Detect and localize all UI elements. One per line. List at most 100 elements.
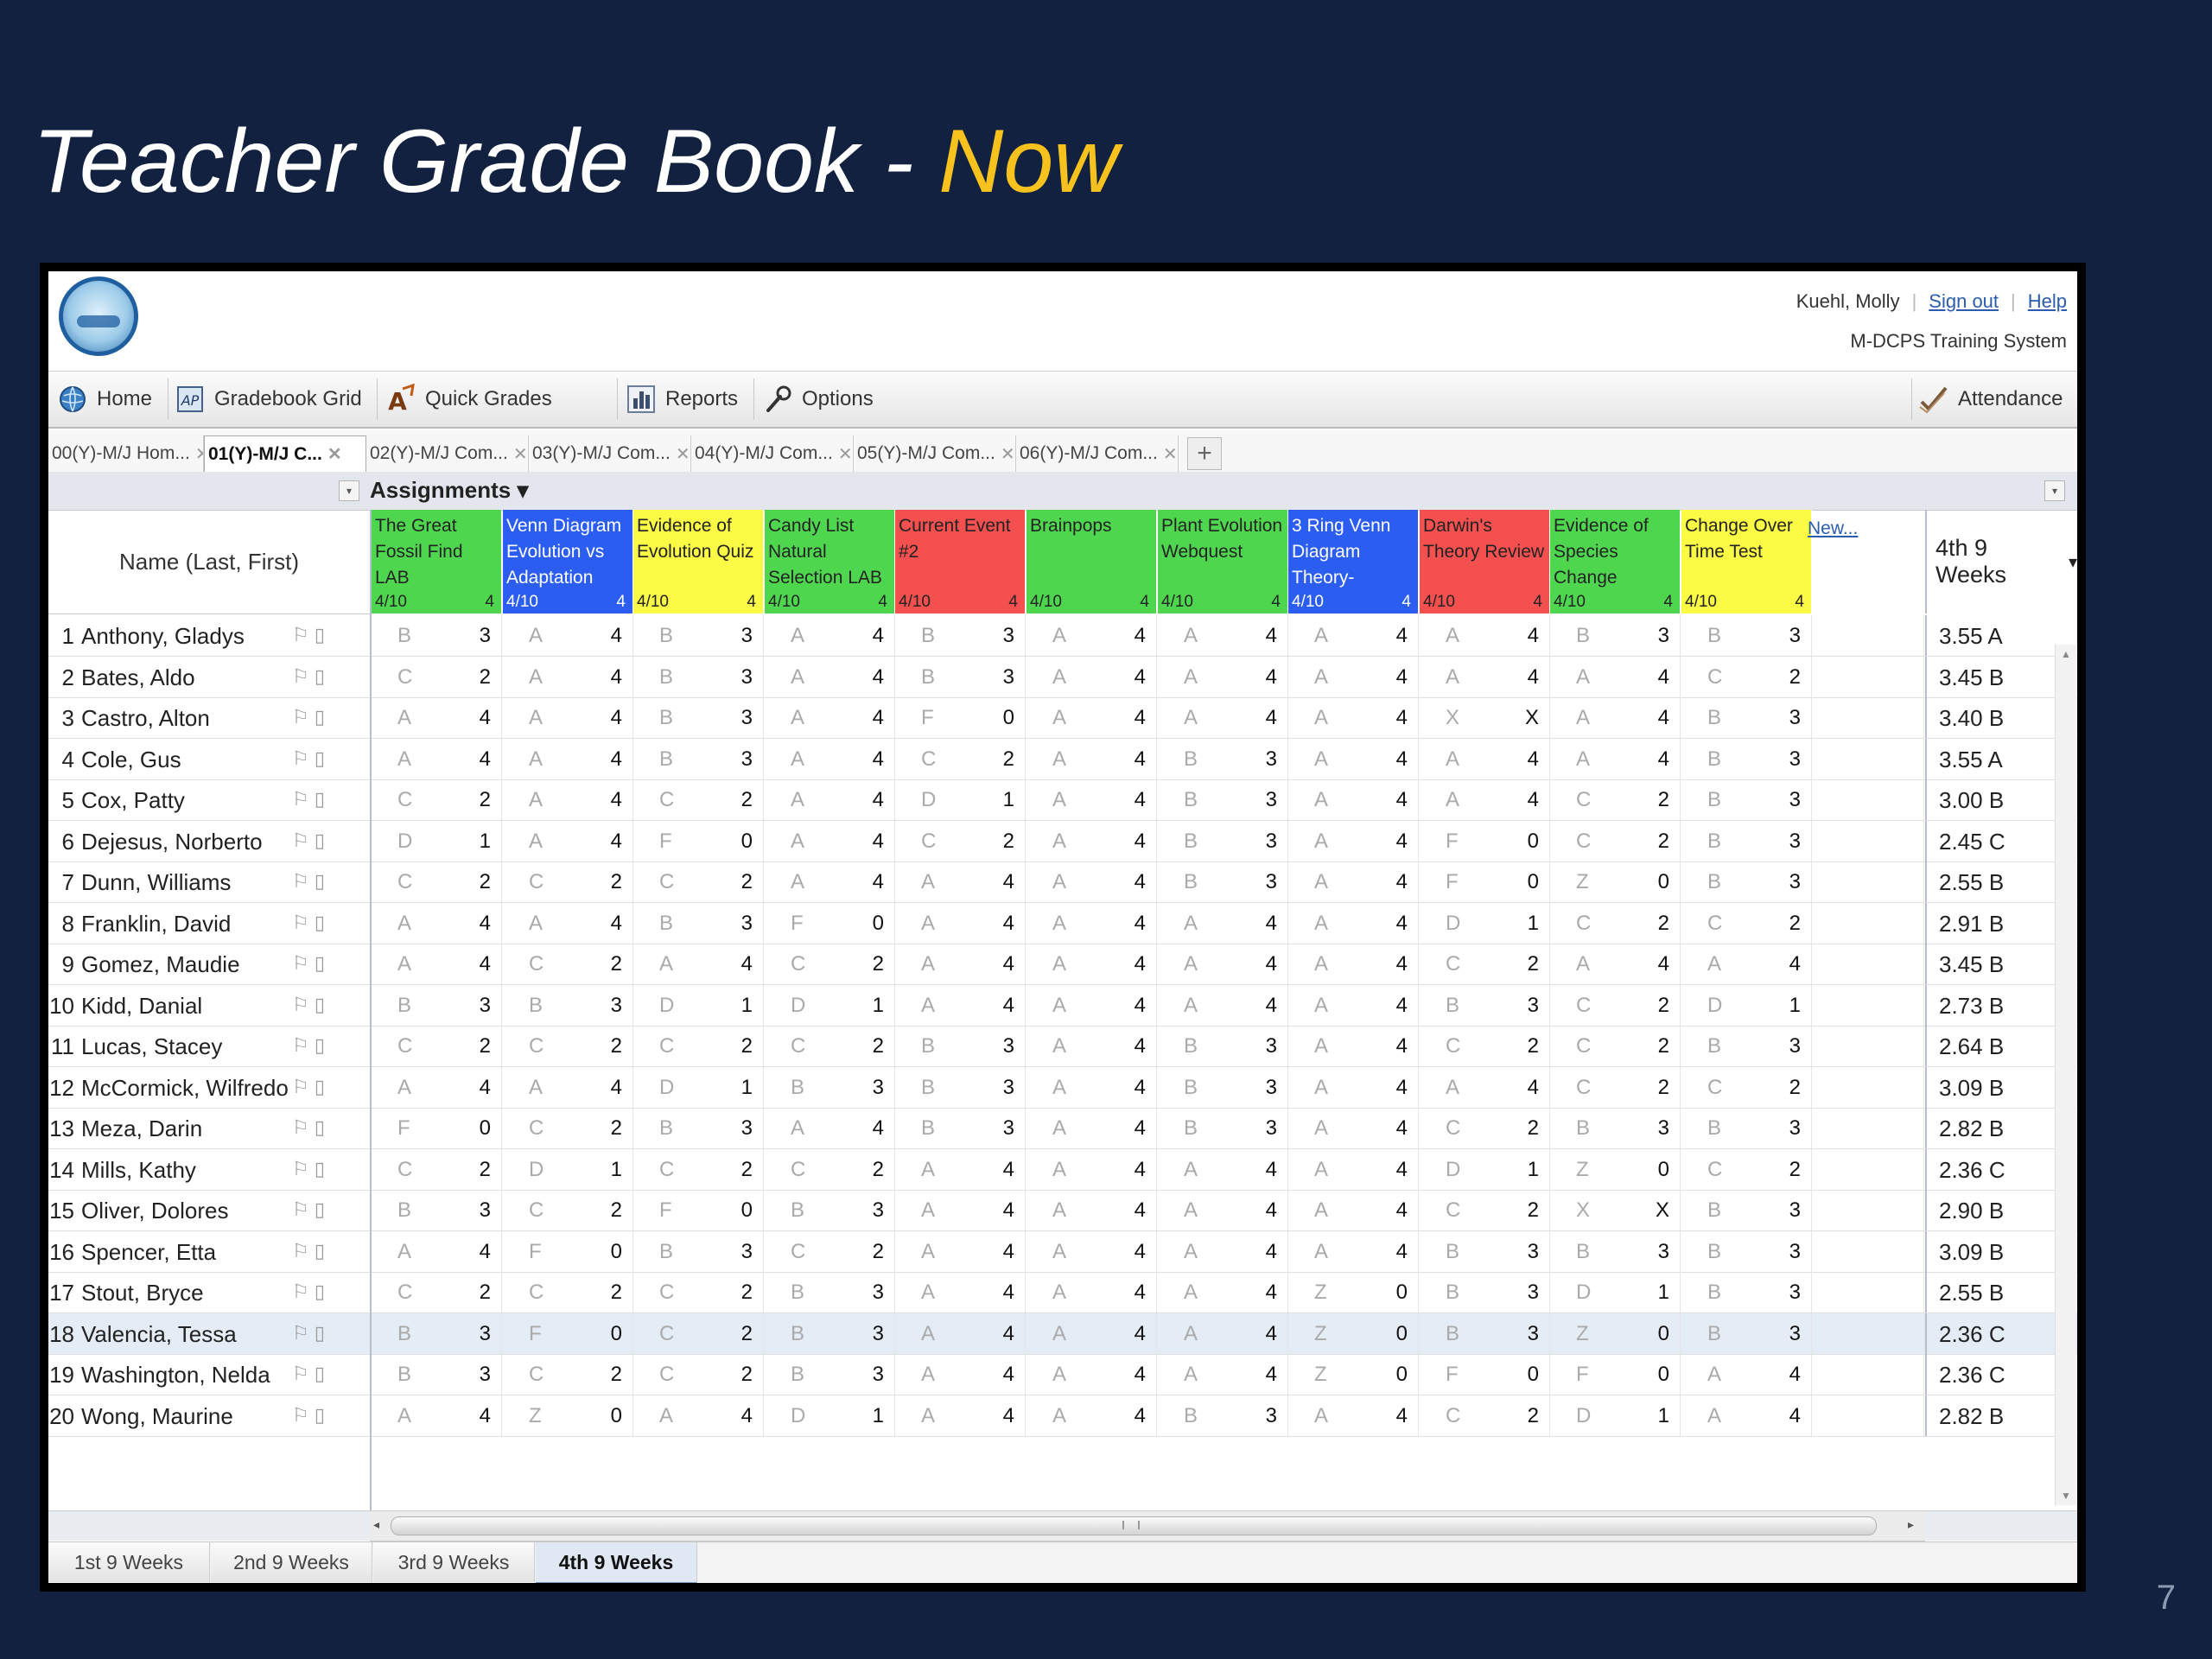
scroll-up-icon[interactable]: ▲	[2061, 648, 2071, 660]
flag-icon[interactable]: ⚐	[292, 870, 309, 892]
table-row[interactable]: 4 Cole, Gus ⚐ ▯ A 4 A 4 B 3 A 4 C 2 A 4 B 3 A 4 A 4 A 4 B 3 3.55 …	[48, 739, 2077, 780]
assignment-header[interactable]: Brainpops 4/10 4	[1027, 510, 1157, 613]
class-tab[interactable]: 00(Y)-M/J Hom...✕	[48, 435, 204, 472]
note-icon[interactable]: ▯	[308, 1198, 325, 1220]
name-column-header[interactable]: Name (Last, First)	[48, 510, 372, 614]
new-assignment-cell[interactable]	[1804, 1313, 1924, 1354]
note-icon[interactable]: ▯	[308, 788, 325, 810]
new-assignment-cell[interactable]	[1804, 779, 1924, 820]
student-name[interactable]: Dunn, Williams	[81, 869, 232, 895]
new-assignment-cell[interactable]	[1804, 1272, 1924, 1313]
table-row[interactable]: 18 Valencia, Tessa ⚐ ▯ B 3 F 0 C 2 B 3 A 4 A 4 A 4 Z 0 B 3 Z 0…	[48, 1313, 2077, 1355]
student-name[interactable]: Gomez, Maudie	[81, 951, 240, 977]
student-name[interactable]: Dejesus, Norberto	[81, 829, 263, 855]
new-assignment-cell[interactable]	[1804, 1231, 1924, 1272]
student-name[interactable]: Valencia, Tessa	[81, 1321, 237, 1347]
assignment-header[interactable]: Change Over Time Test 4/10 4	[1681, 510, 1812, 613]
flag-icon[interactable]: ⚐	[292, 994, 309, 1015]
assignment-header[interactable]: Current Event #2 4/10 4	[895, 510, 1026, 613]
note-icon[interactable]: ▯	[308, 665, 325, 687]
term-column-menu[interactable]: ▾	[2044, 480, 2065, 501]
note-icon[interactable]: ▯	[308, 1404, 325, 1426]
new-assignment-cell[interactable]	[1804, 1108, 1924, 1148]
note-icon[interactable]: ▯	[308, 1116, 325, 1138]
table-row[interactable]: 20 Wong, Maurine ⚐ ▯ A 4 Z 0 A 4 D 1 A 4 A 4 B 3 A 4 C 2 D 1 A 4…	[48, 1395, 2077, 1437]
note-icon[interactable]: ▯	[308, 952, 325, 974]
attendance-button[interactable]: Attendance	[1918, 372, 2063, 427]
new-assignment-cell[interactable]	[1804, 1026, 1924, 1066]
table-row[interactable]: 1 Anthony, Gladys ⚐ ▯ B 3 A 4 B 3 A 4 B 3 A 4 A 4 A 4 A 4 B 3 B…	[48, 615, 2077, 657]
flag-icon[interactable]: ⚐	[292, 624, 309, 645]
quick-grades-button[interactable]: A Quick Grades	[385, 372, 552, 427]
new-assignment-cell[interactable]	[1804, 1395, 1924, 1436]
class-tab[interactable]: 01(Y)-M/J C... ✕	[204, 435, 366, 472]
table-row[interactable]: 12 McCormick, Wilfredo ⚐ ▯ A 4 A 4 D 1 B 3 B 3 A 4 B 3 A 4…	[48, 1067, 2077, 1109]
table-row[interactable]: 7 Dunn, Williams ⚐ ▯ C 2 C 2 C 2 A 4 A 4 A 4 B 3 A 4 F 0 Z 0 B 3…	[48, 861, 2077, 903]
new-assignment-cell[interactable]	[1804, 985, 1924, 1026]
flag-icon[interactable]: ⚐	[292, 1116, 309, 1138]
note-icon[interactable]: ▯	[308, 1076, 325, 1097]
add-tab-button[interactable]: +	[1187, 437, 1222, 470]
